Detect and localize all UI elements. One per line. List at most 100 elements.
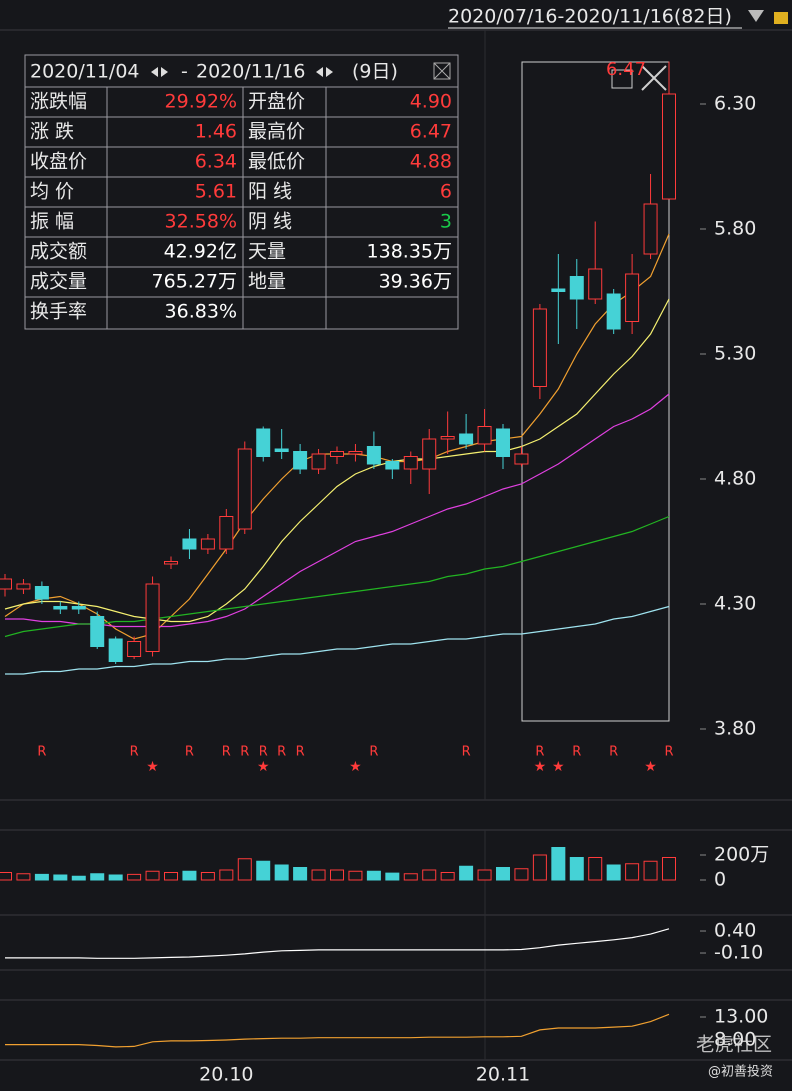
dropdown[interactable] <box>748 10 764 22</box>
star-flag: ★ <box>534 759 547 775</box>
volume-bar <box>0 872 12 881</box>
y-tick-label: 6.30 <box>714 93 756 115</box>
date-range[interactable]: 2020/07/16-2020/11/16(82日) <box>448 6 732 28</box>
volume-bar <box>90 873 105 881</box>
info-value: 42.92亿 <box>164 241 237 263</box>
info-value: 765.27万 <box>152 271 237 293</box>
candle-body <box>459 433 474 445</box>
y-tick-label: 5.80 <box>714 218 756 240</box>
volume-bar <box>514 868 529 881</box>
candle-body <box>237 448 252 530</box>
arrow[interactable] <box>316 67 323 77</box>
arrow[interactable] <box>151 67 158 77</box>
info-label: 最高价 <box>248 121 305 143</box>
info-value: 29.92% <box>165 91 237 113</box>
candle-body <box>588 268 603 300</box>
info-value: 39.36万 <box>379 271 452 293</box>
y-tick-label: -0.10 <box>714 942 763 964</box>
candle-body <box>662 93 676 200</box>
candle-body <box>477 426 492 445</box>
info-value: 4.90 <box>410 91 452 113</box>
close-box[interactable] <box>433 62 451 80</box>
arrow[interactable] <box>326 67 333 77</box>
volume-bar <box>551 847 566 881</box>
info-value: 1.46 <box>195 121 237 143</box>
candle-body <box>53 606 68 610</box>
volume-bar <box>145 870 160 881</box>
info-label: 天量 <box>248 241 286 263</box>
candle-body <box>311 453 326 470</box>
info-border <box>24 54 459 330</box>
r-flag: R <box>609 745 618 760</box>
candle-body <box>496 428 510 457</box>
r-flag: R <box>130 745 139 760</box>
candle-body <box>514 453 529 465</box>
r-flag: R <box>369 745 378 760</box>
info-start: 2020/11/04 <box>30 61 140 83</box>
volume-bar <box>532 854 547 881</box>
watermark: 老虎社区 <box>696 1034 772 1056</box>
volume-bar <box>403 873 418 881</box>
info-value: 36.83% <box>165 301 237 323</box>
info-label: 收盘价 <box>30 151 87 173</box>
volume-bar <box>588 857 603 881</box>
info-panel: 2020/11/04 - 2020/11/16 (9日) 涨跌幅 29.92% 开盘… <box>24 54 459 330</box>
arrow[interactable] <box>161 67 168 77</box>
y-tick-label: 5.30 <box>714 343 756 365</box>
line-series <box>4 298 670 623</box>
r-flag: R <box>572 745 581 760</box>
candle-body <box>219 516 234 550</box>
candle-body <box>145 583 160 652</box>
r-flag: R <box>222 745 231 760</box>
star-flag: ★ <box>552 759 565 775</box>
candle-body <box>200 538 215 550</box>
r-flag: R <box>277 745 286 760</box>
volume-bar <box>16 873 31 881</box>
volume-bar <box>366 870 381 881</box>
maximize-icon[interactable] <box>611 69 633 89</box>
candle-body <box>643 203 658 255</box>
info-value: 6.47 <box>410 121 452 143</box>
candle-body <box>256 428 271 457</box>
volume-bar <box>256 860 271 881</box>
candle-body <box>182 538 197 550</box>
info-value: 6.34 <box>195 151 237 173</box>
info-label: 成交额 <box>30 241 87 263</box>
lock-icon[interactable] <box>774 12 788 24</box>
volume-bar <box>643 860 658 881</box>
candle-body <box>440 436 455 440</box>
selection-box <box>521 61 670 722</box>
volume-bar <box>625 863 640 881</box>
info-label: 换手率 <box>30 301 87 323</box>
y-tick-label: 0.40 <box>714 920 756 942</box>
volume-bar <box>200 872 215 881</box>
r-flag: R <box>535 745 544 760</box>
info-label: 均 价 <box>30 181 74 203</box>
volume-bar <box>477 869 492 881</box>
volume-bar <box>71 875 86 881</box>
close-icon[interactable] <box>641 65 667 91</box>
volume-bar <box>606 864 621 881</box>
candle-body <box>108 638 123 662</box>
volume-bar <box>164 872 178 881</box>
candle-body <box>127 641 142 657</box>
info-label: 开盘价 <box>248 91 305 113</box>
volume-bar <box>330 869 344 881</box>
volume-bar <box>459 865 474 881</box>
info-label: 阳 线 <box>248 181 292 203</box>
r-flag: R <box>664 745 673 760</box>
candle-body <box>366 446 381 465</box>
info-label: 成交量 <box>30 271 87 293</box>
volume-bar <box>127 873 142 881</box>
candle-body <box>164 561 178 565</box>
candle-body <box>606 293 621 330</box>
line-series <box>5 1013 670 1048</box>
star-flag: ★ <box>146 759 159 775</box>
volume-bar <box>237 858 252 881</box>
info-value: 32.58% <box>165 211 237 233</box>
r-flag: R <box>296 745 305 760</box>
volume-bar <box>182 870 197 881</box>
r-flag: R <box>37 745 46 760</box>
close-x[interactable] <box>433 62 451 80</box>
